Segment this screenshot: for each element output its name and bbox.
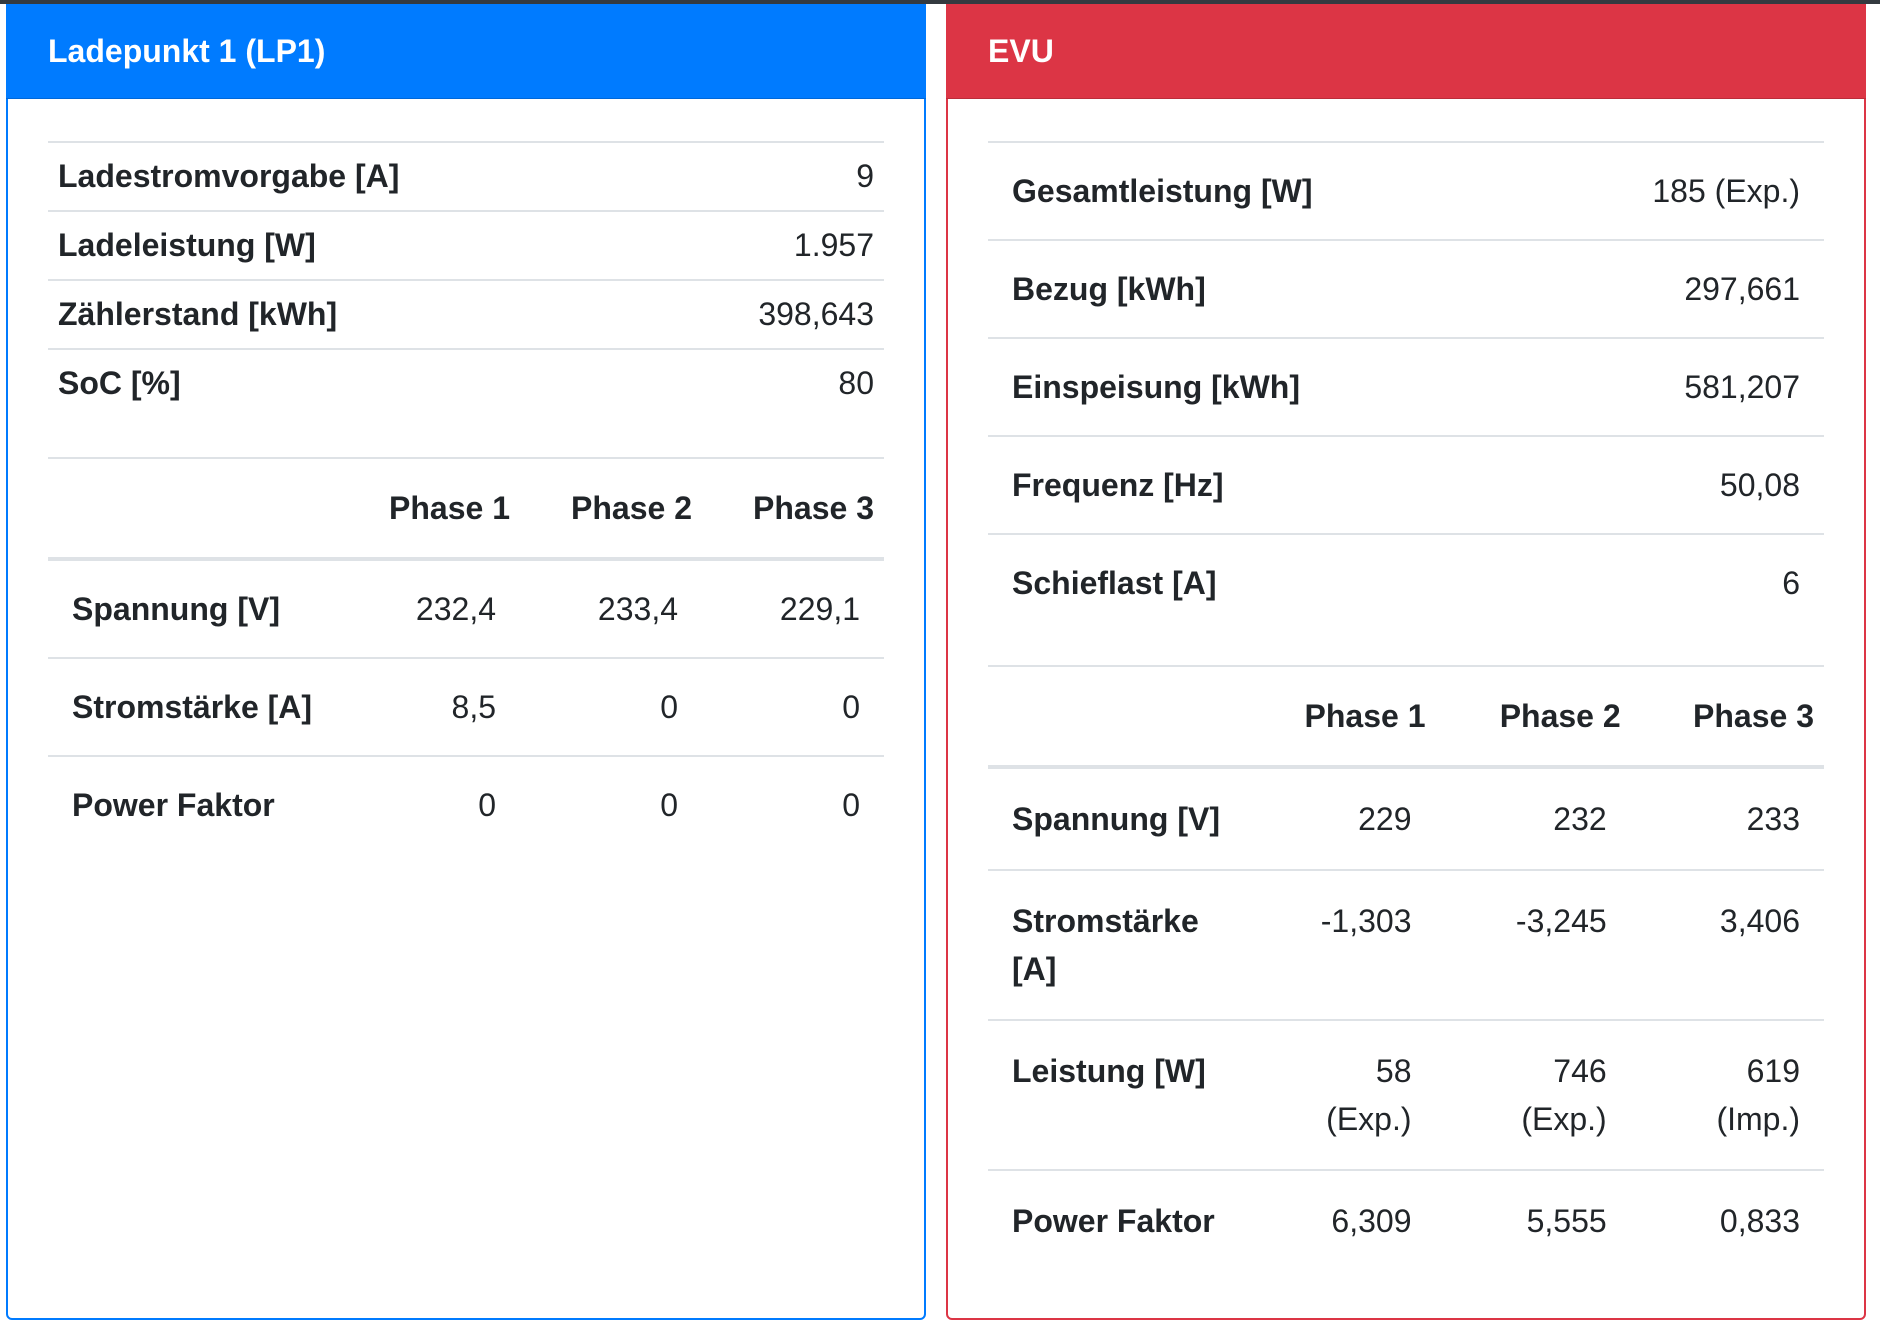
table-row: Spannung [V] 229 232 233 xyxy=(988,766,1824,870)
evu-phase-table: Phase 1 Phase 2 Phase 3 Spannung [V] 229… xyxy=(988,665,1824,1271)
row-value: 1.957 xyxy=(655,210,884,280)
table-row: SoC [%] 80 xyxy=(48,348,884,417)
cell-value: -1,303 xyxy=(1258,869,1436,1020)
cell-value: 232,4 xyxy=(338,558,520,658)
table-row: Stromstärke [A] 8,5 0 0 xyxy=(48,657,884,756)
table-row: Gesamtleistung [W] 185 (Exp.) xyxy=(988,141,1824,240)
cell-value: 229,1 xyxy=(702,558,884,658)
cell-value: 619 (Imp.) xyxy=(1630,1019,1824,1170)
table-row: Ladestromvorgabe [A] 9 xyxy=(48,141,884,211)
table-row: Spannung [V] 232,4 233,4 229,1 xyxy=(48,558,884,658)
ladepunkt-phase-table: Phase 1 Phase 2 Phase 3 Spannung [V] 232… xyxy=(48,457,884,853)
row-value: 185 (Exp.) xyxy=(1523,141,1824,240)
cell-value: 8,5 xyxy=(338,657,520,756)
row-value: 398,643 xyxy=(655,279,884,349)
cell-value: 233 xyxy=(1630,766,1824,870)
cell-value: 0 xyxy=(702,657,884,756)
row-label: Spannung [V] xyxy=(988,766,1258,870)
row-label: Stromstärke [A] xyxy=(48,657,338,756)
ladepunkt-card-body: Ladestromvorgabe [A] 9 Ladeleistung [W] … xyxy=(8,99,924,853)
row-label: Stromstärke [A] xyxy=(988,869,1258,1020)
cell-value: 0 xyxy=(702,755,884,853)
phase-header: Phase 3 xyxy=(1630,665,1824,769)
row-label: SoC [%] xyxy=(48,348,656,417)
row-value: 581,207 xyxy=(1523,337,1824,436)
cell-value: 233,4 xyxy=(520,558,702,658)
evu-card: EVU Gesamtleistung [W] 185 (Exp.) Bezug … xyxy=(946,4,1866,1320)
phase-header: Phase 2 xyxy=(1435,665,1631,769)
row-label: Power Faktor xyxy=(48,755,338,853)
table-row: Bezug [kWh] 297,661 xyxy=(988,239,1824,338)
empty-header xyxy=(48,457,338,561)
table-row: Ladeleistung [W] 1.957 xyxy=(48,210,884,280)
table-row: Power Faktor 0 0 0 xyxy=(48,755,884,853)
cell-value: 0,833 xyxy=(1630,1169,1824,1271)
row-value: 6 xyxy=(1523,533,1824,631)
cell-value: -3,245 xyxy=(1435,869,1631,1020)
top-border xyxy=(0,0,1880,4)
row-label: Frequenz [Hz] xyxy=(988,435,1524,534)
row-label: Bezug [kWh] xyxy=(988,239,1524,338)
cell-value: 5,555 xyxy=(1435,1169,1631,1271)
row-label: Spannung [V] xyxy=(48,558,338,658)
row-label: Leistung [W] xyxy=(988,1019,1258,1170)
row-value: 80 xyxy=(655,348,884,417)
cell-value: 0 xyxy=(520,755,702,853)
cell-value: 0 xyxy=(520,657,702,756)
cell-value: 3,406 xyxy=(1630,869,1824,1020)
table-row: Zählerstand [kWh] 398,643 xyxy=(48,279,884,349)
row-label: Ladestromvorgabe [A] xyxy=(48,141,656,211)
cell-value: 232 xyxy=(1435,766,1631,870)
row-label: Einspeisung [kWh] xyxy=(988,337,1524,436)
phase-header: Phase 3 xyxy=(702,457,884,561)
ladepunkt-card: Ladepunkt 1 (LP1) Ladestromvorgabe [A] 9… xyxy=(6,4,926,1320)
row-label: Zählerstand [kWh] xyxy=(48,279,656,349)
row-label: Power Faktor xyxy=(988,1169,1258,1271)
empty-header xyxy=(988,665,1258,769)
evu-card-body: Gesamtleistung [W] 185 (Exp.) Bezug [kWh… xyxy=(948,99,1864,1271)
row-label: Schieflast [A] xyxy=(988,533,1524,631)
cell-value: 746 (Exp.) xyxy=(1435,1019,1631,1170)
row-value: 297,661 xyxy=(1523,239,1824,338)
ladepunkt-summary-table: Ladestromvorgabe [A] 9 Ladeleistung [W] … xyxy=(48,141,884,417)
cell-value: 6,309 xyxy=(1258,1169,1436,1271)
ladepunkt-card-title: Ladepunkt 1 (LP1) xyxy=(6,4,926,99)
phase-header: Phase 1 xyxy=(338,457,520,561)
table-row: Frequenz [Hz] 50,08 xyxy=(988,435,1824,534)
evu-card-title: EVU xyxy=(946,4,1866,99)
table-header-row: Phase 1 Phase 2 Phase 3 xyxy=(988,665,1824,769)
table-row: Stromstärke [A] -1,303 -3,245 3,406 xyxy=(988,869,1824,1020)
cell-value: 0 xyxy=(338,755,520,853)
row-value: 50,08 xyxy=(1523,435,1824,534)
row-label: Gesamtleistung [W] xyxy=(988,141,1524,240)
evu-summary-table: Gesamtleistung [W] 185 (Exp.) Bezug [kWh… xyxy=(988,141,1824,631)
phase-header: Phase 1 xyxy=(1258,665,1436,769)
phase-header: Phase 2 xyxy=(520,457,702,561)
table-row: Power Faktor 6,309 5,555 0,833 xyxy=(988,1169,1824,1271)
table-header-row: Phase 1 Phase 2 Phase 3 xyxy=(48,457,884,561)
table-row: Schieflast [A] 6 xyxy=(988,533,1824,631)
row-value: 9 xyxy=(655,141,884,211)
table-row: Leistung [W] 58 (Exp.) 746 (Exp.) 619 (I… xyxy=(988,1019,1824,1170)
table-row: Einspeisung [kWh] 581,207 xyxy=(988,337,1824,436)
cell-value: 229 xyxy=(1258,766,1436,870)
cell-value: 58 (Exp.) xyxy=(1258,1019,1436,1170)
row-label: Ladeleistung [W] xyxy=(48,210,656,280)
